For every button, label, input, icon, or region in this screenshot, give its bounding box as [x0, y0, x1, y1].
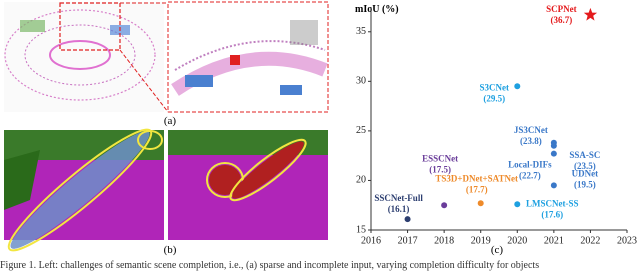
point: [550, 182, 557, 189]
y-tick-label: 15: [356, 224, 366, 235]
value-label: (17.6): [541, 209, 563, 219]
image-b-right: [168, 130, 328, 240]
value-label: (17.5): [429, 164, 451, 174]
x-tick-label: 2020: [507, 235, 527, 246]
panel-label: (c): [491, 244, 504, 256]
y-tick-label: 30: [356, 76, 366, 87]
y-tick-label: 35: [356, 26, 366, 37]
point-label: JS3CNet: [514, 125, 548, 135]
value-label: (22.7): [519, 171, 541, 181]
point-label: TS3D+DNet+SATNet: [435, 173, 518, 183]
point: [441, 202, 448, 209]
x-tick-label: 2021: [544, 235, 564, 246]
caption: Figure 1. Left: challenges of semantic s…: [0, 260, 539, 271]
point: [550, 142, 557, 149]
x-tick-label: 2022: [580, 235, 600, 246]
x-tick-label: 2019: [471, 235, 491, 246]
point-label: UDNet: [572, 168, 599, 178]
point-label: LMSCNet-SS: [526, 198, 579, 208]
value-label: (19.5): [574, 179, 596, 189]
point-label: S3CNet: [480, 82, 510, 92]
point: [514, 201, 521, 208]
point: [550, 150, 557, 157]
point: [477, 200, 484, 207]
image-a-left: [4, 2, 164, 112]
value-label: (23.5): [574, 161, 596, 171]
point: [404, 216, 411, 223]
zoom-line: [119, 49, 169, 113]
x-tick-label: 2016: [361, 235, 381, 246]
x-tick-label: 2017: [398, 235, 418, 246]
point-label: ESSCNet: [422, 153, 458, 163]
value-label: (23.8): [520, 136, 542, 146]
point-label: SCPNet: [546, 4, 577, 14]
image-a-zoom: [167, 1, 329, 113]
panel-label: (b): [164, 244, 177, 256]
value-label: (29.5): [483, 93, 505, 103]
value-label: (36.7): [551, 15, 573, 25]
x-tick-label: 2023: [617, 235, 637, 246]
point-label: Local-DIFs: [508, 160, 552, 170]
y-tick-label: 20: [356, 175, 366, 186]
point-label: SSA-SC: [569, 150, 600, 160]
point-label: SSCNet-Full: [374, 193, 423, 203]
value-label: (17.7): [466, 184, 488, 194]
point: [583, 7, 598, 21]
y-axis-title: mIoU (%): [355, 4, 399, 15]
panel-label: (a): [164, 115, 177, 127]
y-tick-label: 25: [356, 125, 366, 136]
x-tick-label: 2018: [434, 235, 454, 246]
value-label: (16.1): [388, 204, 410, 214]
image-b-left: [4, 128, 164, 252]
point: [514, 83, 521, 90]
